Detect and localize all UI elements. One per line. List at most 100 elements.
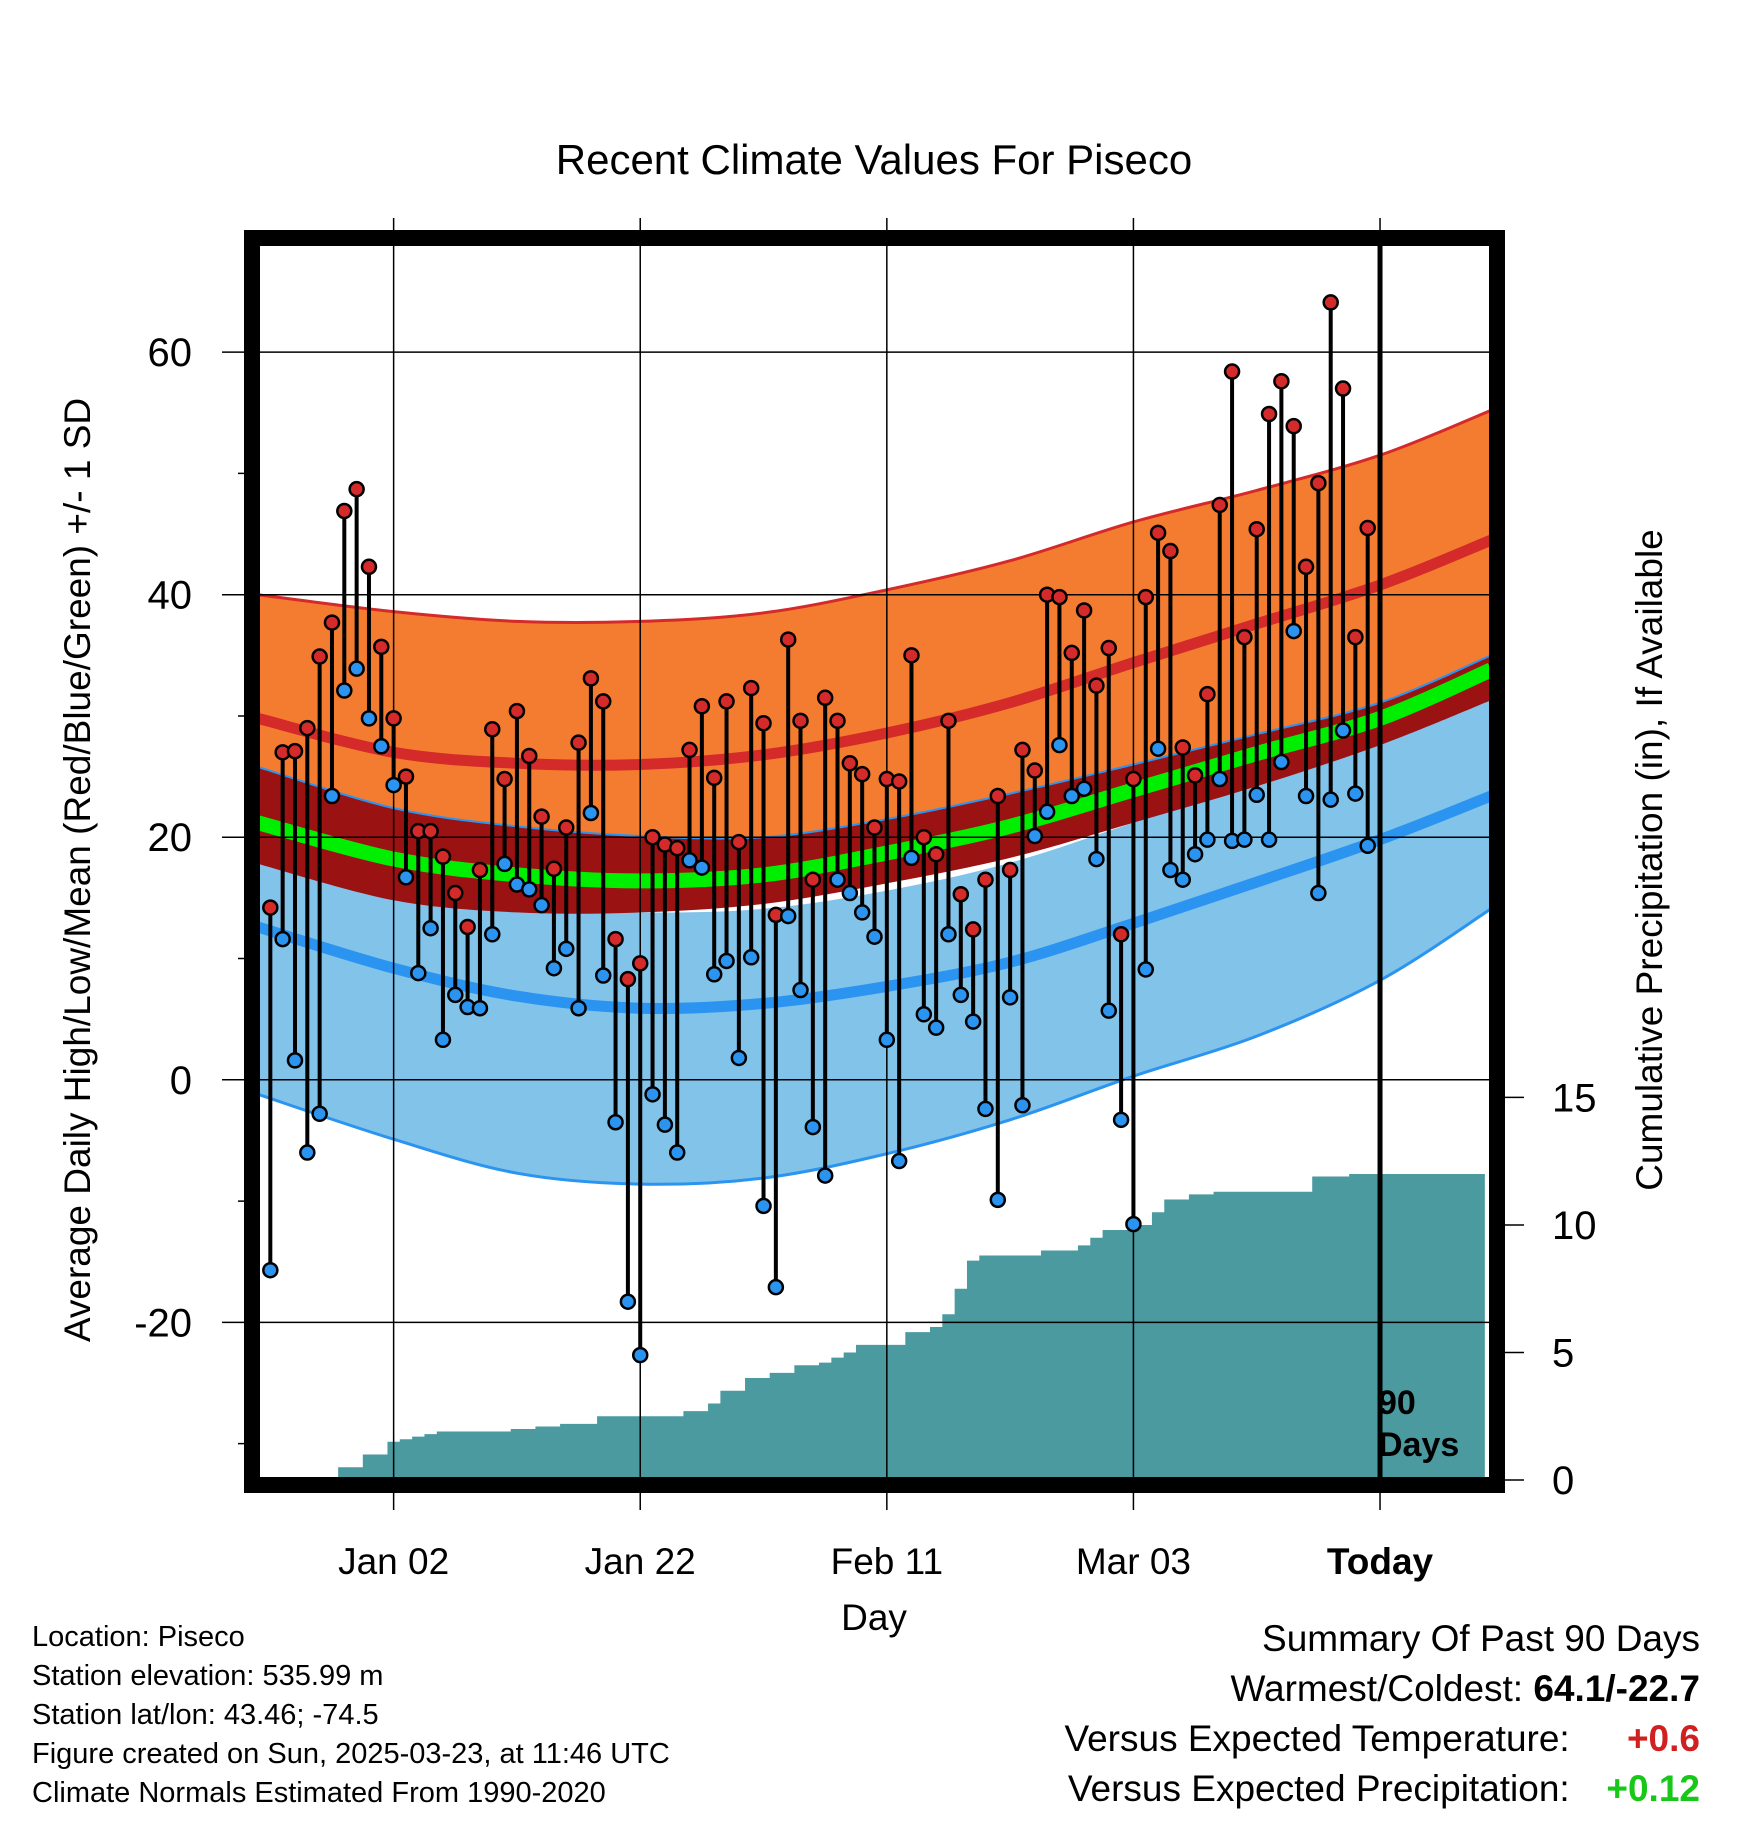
daily-low-point (1174, 871, 1191, 888)
daily-high-point (496, 770, 513, 788)
y-right-tick-label: 0 (1552, 1459, 1574, 1503)
normals-text: Climate Normals Estimated From 1990-2020 (32, 1777, 606, 1809)
daily-high-point (755, 714, 772, 732)
daily-high-point (1310, 474, 1327, 492)
daily-high-point (385, 710, 402, 727)
daily-low-point (373, 738, 390, 755)
daily-high-point (829, 712, 846, 730)
daily-high-point (323, 614, 341, 631)
daily-high-point (1199, 685, 1216, 703)
daily-high-point (299, 719, 316, 737)
high-sd-band (258, 410, 1491, 839)
precip-anomaly-value: +0.12 (1606, 1768, 1700, 1809)
daily-high-point (545, 860, 563, 878)
daily-low-point (1063, 787, 1081, 805)
daily-low-point (360, 710, 378, 727)
daily-high-point (890, 773, 908, 790)
daily-high-point (1075, 602, 1093, 619)
daily-high-point (348, 480, 365, 498)
daily-low-point (705, 966, 723, 983)
daily-low-point (866, 928, 883, 945)
daily-high-point (336, 502, 353, 520)
daily-high-point (705, 769, 723, 787)
daily-low-point (693, 859, 711, 876)
daily-high-point (484, 721, 501, 738)
daily-high-point (447, 884, 464, 902)
daily-low-point (422, 919, 439, 937)
daily-high-point (533, 808, 550, 825)
daily-low-point (816, 1167, 834, 1184)
daily-high-point (1125, 770, 1142, 788)
daily-low-point (1149, 740, 1167, 757)
daily-low-point (1100, 1002, 1118, 1019)
daily-low-point (964, 1013, 982, 1030)
x-tick-label: Jan 02 (338, 1541, 449, 1582)
daily-high-point (471, 861, 489, 879)
daily-low-point (607, 1113, 624, 1131)
daily-high-point (940, 712, 957, 730)
daily-high-point (558, 819, 575, 836)
daily-low-point (927, 1019, 945, 1036)
daily-high-point (582, 670, 600, 687)
daily-high-point (286, 742, 304, 760)
temp-anomaly-label: Versus Expected Temperature: (1064, 1718, 1570, 1759)
daily-high-point (927, 845, 945, 863)
daily-high-point (915, 828, 933, 846)
daily-high-point (816, 689, 834, 707)
daily-high-point (373, 638, 390, 656)
daily-high-point (1297, 558, 1315, 576)
daily-high-point (644, 828, 661, 846)
daily-low-point (1014, 1097, 1031, 1114)
daily-high-point (570, 734, 587, 751)
daily-low-point (336, 682, 353, 699)
y-left-tick-label: 0 (170, 1059, 192, 1103)
daily-high-point (1285, 417, 1302, 435)
daily-high-point (1137, 588, 1155, 606)
daily-low-point (1125, 1215, 1142, 1233)
daily-low-point (1236, 831, 1253, 848)
daily-high-point (594, 693, 612, 710)
daily-high-point (718, 693, 735, 710)
daily-low-point (779, 907, 797, 925)
daily-low-point (644, 1086, 661, 1103)
daily-low-point (262, 1261, 279, 1279)
daily-low-point (1137, 961, 1155, 978)
precip-anomaly-row: Versus Expected Precipitation: +0.12 (1064, 1764, 1700, 1814)
daily-high-point (521, 747, 538, 765)
daily-high-point (693, 698, 711, 715)
daily-low-point (619, 1293, 637, 1310)
daily-low-point (545, 959, 563, 977)
warm-cold-row: Warmest/Coldest: 64.1/-22.7 (1064, 1664, 1700, 1714)
daily-high-point (841, 755, 859, 772)
temp-anomaly-row: Versus Expected Temperature: +0.6 (1064, 1714, 1700, 1764)
precip-area (325, 1173, 1485, 1480)
daily-low-point (471, 999, 489, 1017)
daily-low-point (286, 1052, 304, 1069)
daily-low-point (841, 884, 859, 902)
daily-low-point (755, 1197, 772, 1215)
daily-low-point (496, 855, 513, 873)
daily-high-point (1026, 762, 1044, 779)
daily-high-point (1347, 628, 1364, 646)
daily-low-point (1211, 770, 1228, 788)
daily-low-point (434, 1031, 452, 1049)
x-axis-label: Day (841, 1597, 907, 1638)
daily-low-point (656, 1116, 674, 1133)
daily-high-point (1359, 519, 1376, 537)
y-left-tick-label: 60 (148, 331, 193, 375)
daily-low-point (940, 926, 957, 943)
daily-high-point (631, 955, 649, 972)
x-tick-label: Mar 03 (1076, 1541, 1191, 1582)
daily-low-point (311, 1105, 328, 1123)
daily-high-point (977, 871, 994, 888)
daily-high-point (262, 899, 279, 916)
daily-low-point (410, 964, 427, 982)
summary-heading: Summary Of Past 90 Days (1262, 1618, 1700, 1659)
daily-low-point (989, 1191, 1007, 1209)
daily-high-point (779, 631, 797, 648)
daily-high-point (360, 558, 378, 576)
daily-low-point (792, 981, 809, 999)
daily-low-point (977, 1100, 994, 1118)
daily-low-point (878, 1031, 896, 1049)
